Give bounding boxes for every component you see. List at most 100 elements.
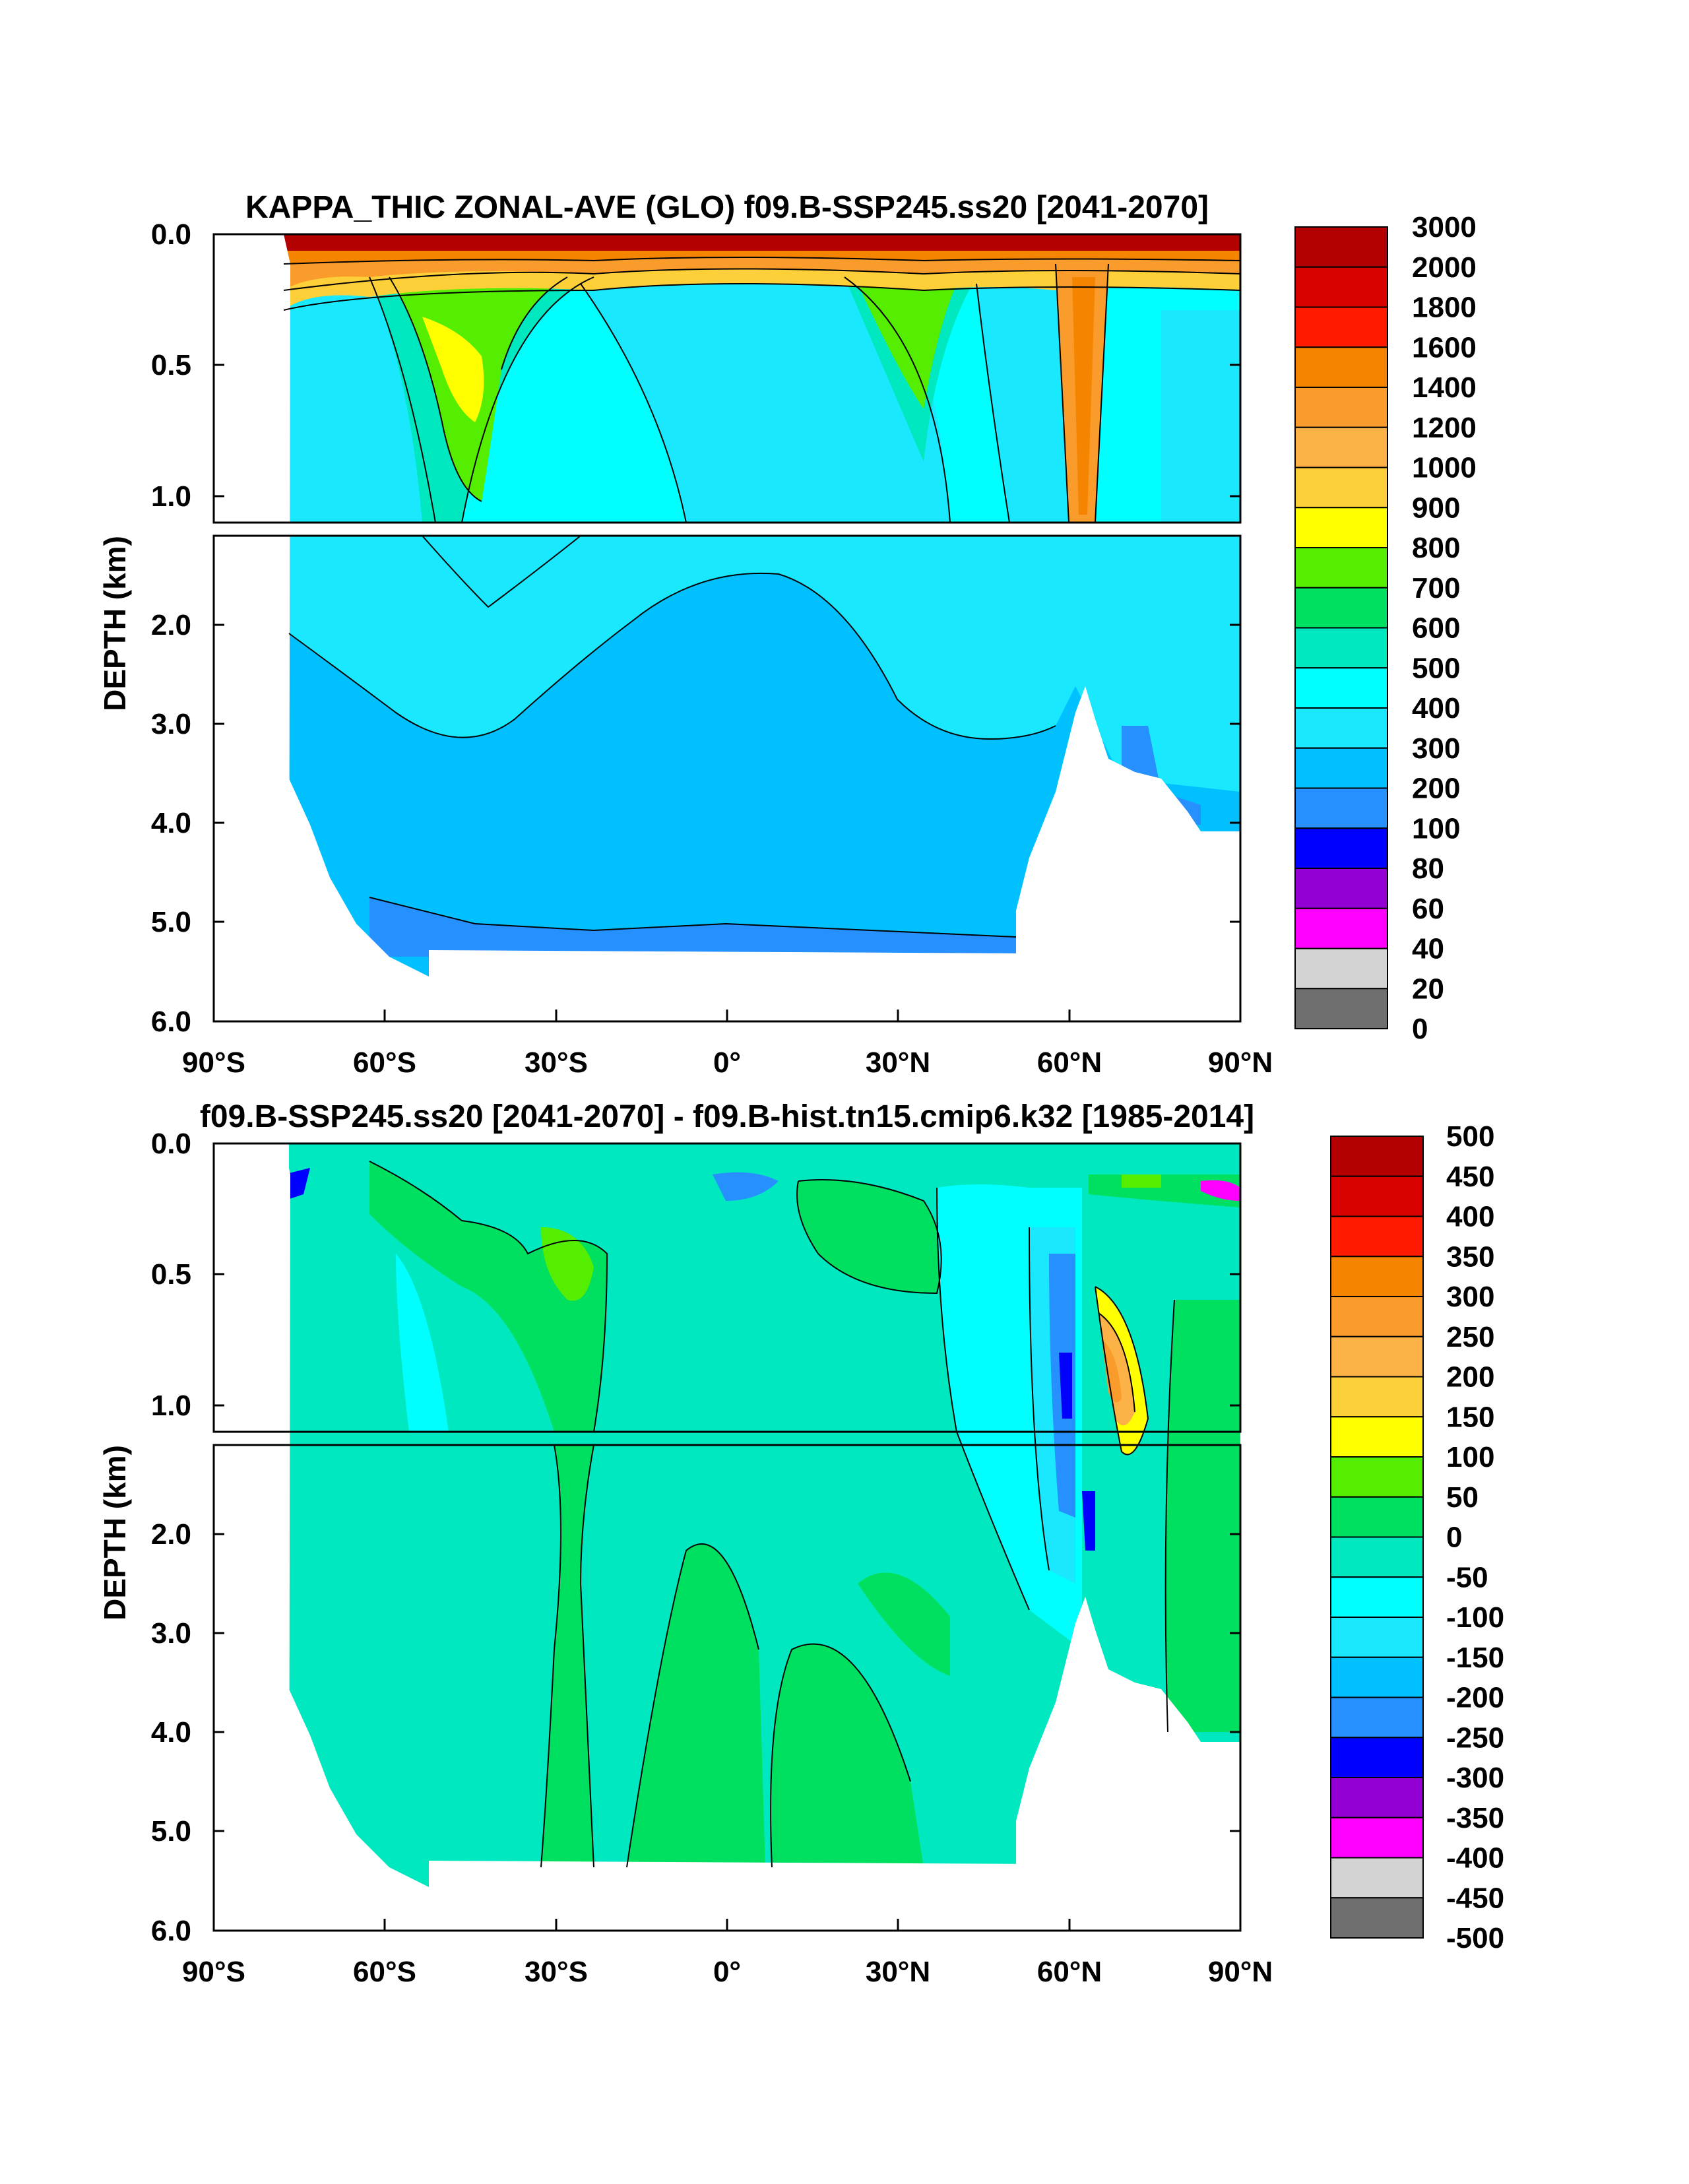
colorbar-label: -200	[1446, 1682, 1504, 1714]
p1-ytick-0.5: 0.5	[151, 349, 191, 381]
p1-y-ticks	[214, 233, 1240, 923]
colorbar-swatch	[1294, 947, 1388, 990]
colorbar-label: 300	[1412, 732, 1460, 765]
p1-region-1400-column	[1072, 277, 1095, 515]
colorbar-swatch	[1330, 1696, 1424, 1739]
colorbar-swatch	[1294, 346, 1388, 388]
panel-2-title: f09.B-SSP245.ss20 [2041-2070] - f09.B-hi…	[200, 1099, 1254, 1134]
p1-axis-upper	[212, 233, 1242, 524]
colorbar-label: -250	[1446, 1721, 1504, 1754]
colorbar-label: 500	[1412, 652, 1460, 684]
colorbar-label: 100	[1412, 812, 1460, 845]
p2-xtick-90N: 90°N	[1208, 1956, 1273, 1988]
colorbar-label: 50	[1446, 1481, 1479, 1514]
colorbar-label: 150	[1446, 1401, 1494, 1433]
colorbar-label: 2000	[1412, 251, 1477, 284]
p2-ytick-3.0: 3.0	[151, 1617, 191, 1650]
p1-region-3000	[284, 234, 1240, 251]
p2-region-50-lower	[541, 1445, 950, 1867]
colorbar-swatch	[1294, 868, 1388, 909]
p2-ytick-2.0: 2.0	[151, 1518, 191, 1551]
colorbar-swatch	[1330, 1175, 1424, 1217]
p1-ytick-6.0: 6.0	[151, 1006, 191, 1038]
colorbar-swatch	[1294, 587, 1388, 629]
colorbar-label: 60	[1412, 893, 1444, 925]
colorbar-label: -400	[1446, 1842, 1504, 1875]
colorbar-swatch	[1330, 1777, 1424, 1818]
p1-xtick-30S: 30°S	[525, 1046, 588, 1079]
panel-2-field	[214, 1143, 1240, 1931]
colorbar-label: -350	[1446, 1802, 1504, 1834]
colorbar-label: -300	[1446, 1762, 1504, 1794]
colorbar-swatch	[1294, 747, 1388, 789]
p1-xtick-30N: 30°N	[866, 1046, 930, 1079]
p2-axis-upper	[212, 1142, 1242, 1433]
colorbar-swatch	[1330, 1897, 1424, 1939]
p1-region-400	[289, 284, 1240, 523]
colorbar-swatch	[1330, 1617, 1424, 1658]
colorbar-label: 80	[1412, 852, 1444, 885]
colorbar-label: 1800	[1412, 292, 1477, 324]
p2-region-minus400	[1201, 1180, 1240, 1201]
p1-region-600	[369, 277, 976, 523]
colorbar-swatch	[1330, 1296, 1424, 1337]
p2-xtick-30N: 30°N	[866, 1956, 930, 1988]
colorbar-swatch	[1330, 1857, 1424, 1899]
colorbar-label: 1000	[1412, 452, 1477, 484]
colorbar-swatch	[1294, 226, 1388, 268]
p1-region-200-lower	[289, 573, 1240, 1021]
panel-1-field	[214, 234, 1240, 1021]
p1-colorbar: 3000200018001600140012001000900800700600…	[1294, 211, 1477, 1045]
p2-bathymetry	[214, 1143, 1240, 1931]
p2-y-ticks	[214, 1142, 1240, 1832]
p2-x-ticks	[383, 1919, 1071, 1931]
p1-ytick-3.0: 3.0	[151, 708, 191, 740]
colorbar-swatch	[1330, 1215, 1424, 1258]
p1-bathymetry	[214, 234, 1240, 1021]
p2-xtick-60S: 60°S	[353, 1956, 416, 1988]
p2-xtick-90S: 90°S	[182, 1956, 245, 1988]
p1-ytick-4.0: 4.0	[151, 807, 191, 839]
colorbar-swatch	[1330, 1656, 1424, 1698]
colorbar-label: 200	[1412, 773, 1460, 805]
colorbar-label: 0	[1446, 1522, 1462, 1554]
p2-region-50-upper	[369, 1161, 1240, 1732]
colorbar-swatch	[1294, 507, 1388, 548]
colorbar-swatch	[1294, 387, 1388, 428]
colorbar-label: 250	[1446, 1321, 1494, 1353]
p1-xtick-60S: 60°S	[353, 1046, 416, 1079]
colorbar-swatch	[1294, 466, 1388, 509]
p2-colorbar: 500450400350300250200150100500-50-100-15…	[1330, 1120, 1504, 1954]
colorbar-swatch	[1294, 907, 1388, 949]
p1-region-700	[389, 277, 957, 501]
p1-ytick-5.0: 5.0	[151, 906, 191, 938]
p1-ytick-2.0: 2.0	[151, 609, 191, 641]
p1-xtick-60N: 60°N	[1037, 1046, 1102, 1079]
colorbar-label: -450	[1446, 1882, 1504, 1914]
colorbar-swatch	[1330, 1136, 1424, 1177]
colorbar-label: 3000	[1412, 211, 1477, 243]
p2-xtick-60N: 60°N	[1037, 1956, 1102, 1988]
colorbar-swatch	[1294, 426, 1388, 468]
colorbar-label: 1200	[1412, 412, 1477, 444]
colorbar-swatch	[1294, 306, 1388, 348]
p1-region-800	[422, 317, 484, 422]
colorbar-swatch	[1294, 988, 1388, 1029]
colorbar-swatch	[1294, 827, 1388, 869]
colorbar-swatch	[1330, 1256, 1424, 1297]
panel-1-title: KAPPA_THIC ZONAL-AVE (GLO) f09.B-SSP245.…	[245, 190, 1209, 225]
p1-ytick-0.0: 0.0	[151, 218, 191, 251]
panel-2-ylabel: DEPTH (km)	[98, 1445, 132, 1621]
colorbar-label: 0	[1412, 1013, 1428, 1045]
p2-region-300	[1102, 1339, 1122, 1403]
panel-difference: f09.B-SSP245.ss20 [2041-2070] - f09.B-hi…	[98, 1099, 1504, 1988]
colorbar-label: 800	[1412, 532, 1460, 564]
p2-xtick-30S: 30°S	[525, 1956, 588, 1988]
p2-ytick-0.5: 0.5	[151, 1258, 191, 1291]
colorbar-label: 400	[1446, 1201, 1494, 1233]
colorbar-swatch	[1294, 627, 1388, 669]
p2-xtick-0: 0°	[713, 1956, 741, 1988]
p1-xtick-90N: 90°N	[1208, 1046, 1273, 1079]
colorbar-label: 600	[1412, 612, 1460, 645]
panel-kappa-thic: KAPPA_THIC ZONAL-AVE (GLO) f09.B-SSP245.…	[98, 190, 1477, 1079]
